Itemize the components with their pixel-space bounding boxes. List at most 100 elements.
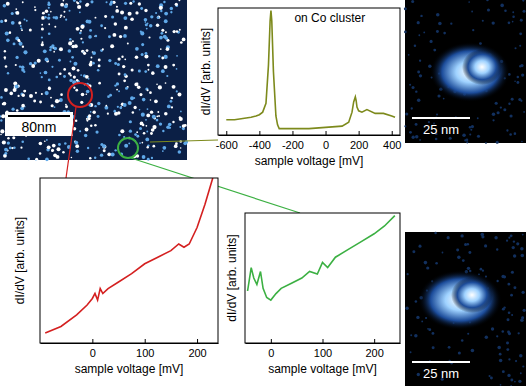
image-texture [13,147,16,150]
image-texture [120,10,124,14]
image-texture [73,87,75,89]
image-texture [170,11,172,13]
image-texture [176,68,178,70]
image-texture [523,309,526,312]
image-texture [41,16,45,20]
image-texture [95,17,97,19]
image-texture [65,105,68,108]
x-tick-label: 100 [314,347,332,359]
image-texture [162,146,166,150]
image-texture [138,69,141,72]
image-texture [159,36,163,40]
image-texture [140,31,144,35]
image-texture [156,84,158,86]
image-texture [110,1,113,4]
image-texture [491,327,494,330]
image-texture [15,85,19,89]
image-texture [434,232,436,234]
x-axis-line [246,343,401,344]
image-texture [180,147,182,149]
image-texture [497,346,501,350]
x-tick-label: 400 [383,139,401,151]
image-texture [89,29,92,32]
image-texture [15,8,17,10]
image-texture [63,16,65,18]
image-texture [0,20,3,23]
image-texture [147,158,150,161]
image-texture [470,129,472,131]
plot-frame [40,178,218,343]
image-texture [180,41,183,44]
image-texture [162,150,164,152]
image-texture [124,2,127,5]
image-texture [146,131,148,133]
image-texture [18,21,21,24]
image-texture [5,31,9,35]
image-texture [74,141,78,145]
image-texture [521,317,523,319]
image-texture [502,370,505,373]
image-texture [77,2,79,4]
image-texture [149,91,152,94]
image-texture [506,240,508,242]
image-texture [499,353,502,356]
image-blob [451,277,493,313]
image-texture [70,74,72,76]
image-texture [523,10,526,13]
x-axis: 0100200 [41,339,219,359]
image-texture [64,4,68,8]
image-texture [522,365,524,367]
image-texture [417,373,420,376]
image-texture [130,96,134,100]
image-texture [63,0,65,2]
image-texture [11,21,15,25]
image-texture [139,142,141,144]
image-texture [514,132,517,135]
x-tick-mark [271,339,272,343]
image-texture [9,147,12,150]
image-texture [158,85,162,89]
image-texture [140,7,143,10]
image-texture [41,36,43,38]
image-texture [63,68,66,71]
image-texture [501,275,505,279]
image-texture [89,103,93,107]
image-texture [157,16,160,19]
image-texture [42,12,45,15]
image-texture [520,100,522,102]
image-texture [462,134,466,138]
image-texture [59,72,62,75]
image-texture [15,64,17,66]
image-texture [0,129,4,133]
image-texture [74,44,78,48]
image-texture [436,13,440,17]
image-texture [4,58,6,60]
image-texture [118,57,121,60]
image-texture [86,90,90,94]
scale-bar [8,115,70,117]
image-texture [16,86,18,88]
x-tick: 200 [188,339,206,359]
image-texture [424,261,428,265]
image-texture [0,96,3,99]
plot-area [248,216,395,301]
image-texture [135,56,139,60]
image-texture [512,246,515,249]
x-tick-mark [92,339,93,343]
image-texture [31,64,35,68]
image-texture [176,55,178,57]
image-texture [500,106,502,108]
image-texture [92,62,95,65]
image-texture [128,101,132,105]
image-texture [68,49,72,53]
image-texture [113,110,116,113]
image-texture [98,147,100,149]
image-texture [520,19,522,21]
image-texture [76,150,79,153]
image-texture [50,11,52,13]
x-tick-label: -200 [282,139,304,151]
image-texture [486,0,489,1]
image-texture [507,318,510,321]
image-texture [502,330,505,333]
image-texture [65,19,67,21]
